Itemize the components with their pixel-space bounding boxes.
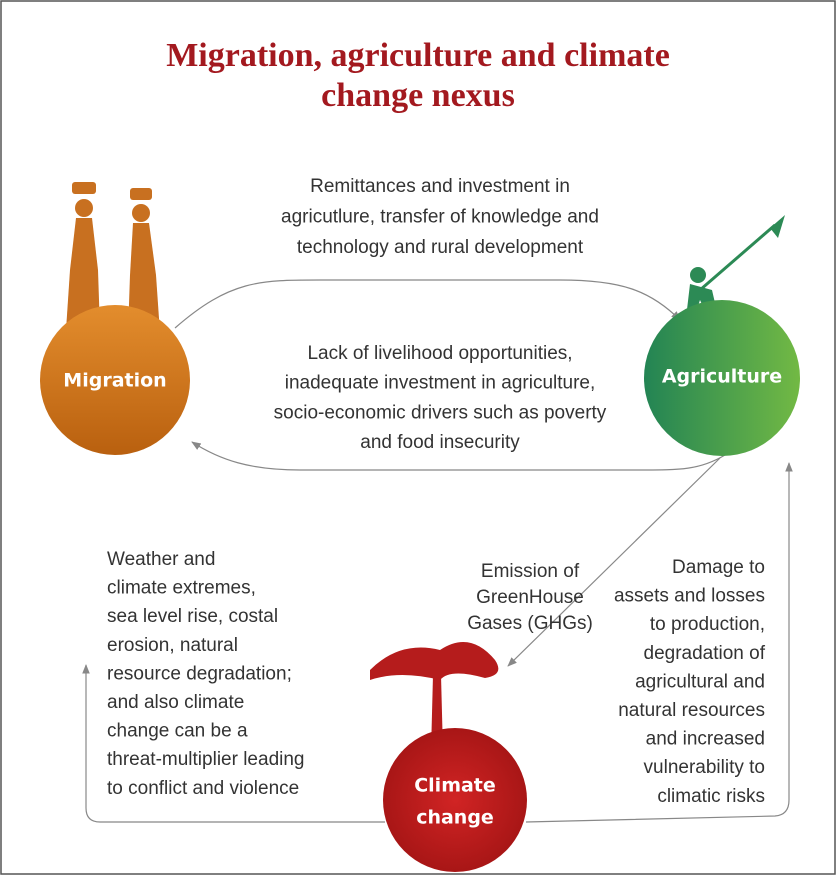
edge-label: and increased	[646, 729, 765, 750]
edge-label: vulnerability to	[644, 757, 765, 778]
node-circle	[644, 300, 800, 456]
edge-label: agricultural and	[635, 671, 765, 692]
edge-label: and also climate	[107, 692, 244, 713]
node-label: Agriculture	[662, 366, 782, 388]
arrow	[507, 457, 721, 667]
migrants-icon	[66, 182, 160, 333]
edge-label: to production,	[650, 614, 765, 635]
arrow	[191, 441, 726, 471]
arrow	[525, 462, 793, 823]
edge-label: threat-multiplier leading	[107, 749, 305, 770]
edge-label: Remittances and investment in	[310, 176, 570, 197]
edge-label: climate extremes,	[107, 578, 256, 599]
edge-label: inadequate investment in agriculture,	[285, 373, 596, 394]
edge-label: degradation of	[644, 643, 766, 664]
node-label: Migration	[63, 370, 166, 392]
edge-label: resource degradation;	[107, 663, 292, 684]
edge-label: climatic risks	[657, 786, 765, 807]
edge-label: Damage to	[672, 557, 765, 578]
edge-label: and food insecurity	[360, 432, 520, 453]
edge-label: Emission of	[481, 561, 580, 582]
edge-label: sea level rise, costal	[107, 606, 278, 627]
edge-label: Weather and	[107, 549, 215, 570]
node-label: change	[416, 807, 494, 829]
title-line: change nexus	[321, 77, 515, 114]
edge-label: socio-economic drivers such as poverty	[274, 402, 607, 423]
title: Migration, agriculture and climatechange…	[166, 37, 670, 114]
arrow	[82, 664, 385, 823]
edge-label: to conflict and violence	[107, 778, 299, 799]
edge-label: assets and losses	[614, 586, 765, 607]
edge-label: Gases (GHGs)	[467, 613, 593, 634]
node-label: Climate	[414, 775, 496, 797]
edge-label: technology and rural development	[297, 237, 584, 258]
node-circle	[383, 728, 527, 872]
node-circle	[40, 305, 190, 455]
edge-label: GreenHouse	[476, 587, 584, 608]
edge-label: Lack of livelihood opportunities,	[307, 343, 572, 364]
edge-label: erosion, natural	[107, 635, 238, 656]
edge-label: change can be a	[107, 721, 248, 742]
title-line: Migration, agriculture and climate	[166, 37, 670, 74]
arrow	[174, 279, 681, 329]
edge-label: agricutlure, transfer of knowledge and	[281, 207, 599, 228]
edge-label: natural resources	[618, 700, 765, 721]
